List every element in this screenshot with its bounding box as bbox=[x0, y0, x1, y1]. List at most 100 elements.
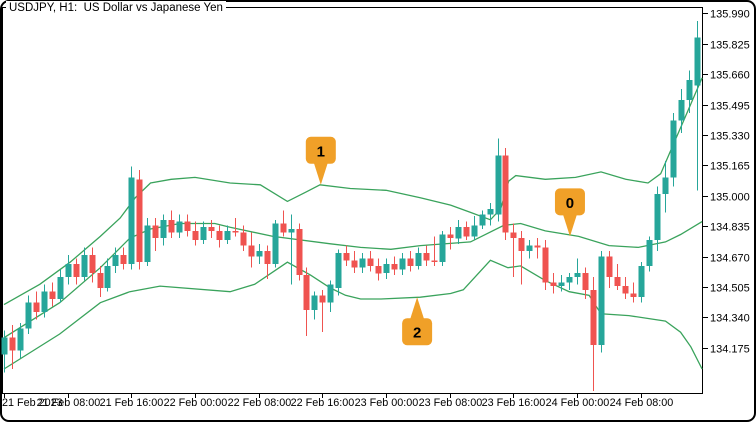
time-tick-label: 22 Feb 00:00 bbox=[164, 397, 228, 409]
plot-border bbox=[2, 7, 703, 394]
time-tick-label: 22 Feb 16:00 bbox=[291, 397, 355, 409]
candle bbox=[232, 218, 239, 237]
price-tick-label: 134.670 bbox=[710, 253, 750, 265]
candle-body bbox=[160, 219, 167, 239]
candle bbox=[327, 280, 334, 312]
candle bbox=[574, 258, 581, 285]
candle bbox=[104, 258, 111, 292]
candle-body bbox=[216, 230, 223, 241]
candle-body bbox=[534, 245, 541, 248]
candle-body bbox=[558, 282, 565, 287]
candle bbox=[662, 160, 669, 213]
candle bbox=[296, 223, 303, 281]
candle-body bbox=[447, 234, 454, 239]
candle bbox=[534, 238, 541, 259]
candle bbox=[383, 258, 390, 279]
candle-body bbox=[439, 234, 446, 263]
candle-body bbox=[423, 253, 430, 261]
candle bbox=[65, 254, 72, 285]
candle bbox=[550, 273, 557, 294]
time-tick-label: 21 Feb 2023 bbox=[2, 397, 63, 409]
candle-body bbox=[359, 258, 366, 268]
candle bbox=[447, 227, 454, 250]
candle-body bbox=[136, 179, 143, 263]
time-tick-label: 23 Feb 00:00 bbox=[355, 397, 419, 409]
candle bbox=[391, 256, 398, 276]
candle bbox=[439, 230, 446, 266]
candle-body bbox=[455, 227, 462, 239]
candle bbox=[487, 203, 494, 226]
candle bbox=[598, 251, 605, 353]
candle-body bbox=[351, 260, 358, 268]
candle-body bbox=[495, 155, 502, 215]
candle-body bbox=[176, 221, 183, 233]
candle bbox=[57, 269, 64, 303]
time-tick-label: 23 Feb 08:00 bbox=[419, 397, 483, 409]
bollinger-middle-band-line bbox=[3, 221, 703, 339]
candle-body bbox=[296, 229, 303, 276]
marker-pointer-up-icon bbox=[410, 297, 425, 320]
candle bbox=[542, 240, 549, 290]
candle-body bbox=[240, 232, 247, 246]
candle-body bbox=[638, 265, 645, 298]
candle-body bbox=[518, 238, 525, 252]
candle-body bbox=[598, 256, 605, 346]
band-buffer-marker-2[interactable]: 2 bbox=[402, 297, 433, 346]
candle bbox=[1, 330, 8, 373]
candle bbox=[399, 253, 406, 276]
candle bbox=[168, 210, 175, 239]
candle bbox=[463, 221, 470, 241]
candle bbox=[89, 247, 96, 283]
marker-label: 2 bbox=[413, 325, 421, 342]
price-tick-label: 135.825 bbox=[710, 40, 750, 52]
candle bbox=[654, 186, 661, 252]
candle-body bbox=[280, 223, 287, 233]
candle-body bbox=[335, 253, 342, 288]
candle-body bbox=[232, 230, 239, 233]
candle bbox=[17, 323, 24, 358]
candle-body bbox=[367, 258, 374, 266]
price-tick-label: 135.660 bbox=[710, 70, 750, 82]
price-tick-label: 135.165 bbox=[710, 161, 750, 173]
candle bbox=[455, 219, 462, 244]
candle-body bbox=[542, 247, 549, 283]
candle-body bbox=[1, 337, 8, 355]
candle-body bbox=[184, 221, 191, 231]
candle bbox=[590, 276, 597, 392]
candle-body bbox=[128, 177, 135, 264]
candle-body bbox=[471, 225, 478, 237]
candle-body bbox=[112, 254, 119, 266]
candle bbox=[25, 295, 32, 334]
candle bbox=[638, 262, 645, 303]
chart-plot-area[interactable] bbox=[2, 7, 702, 393]
candle-body bbox=[622, 286, 629, 294]
candle-body bbox=[614, 276, 621, 287]
candle-body bbox=[327, 284, 334, 303]
band-buffer-marker-0[interactable]: 0 bbox=[554, 188, 585, 237]
candle-body bbox=[654, 194, 661, 241]
price-tick-label: 134.835 bbox=[710, 222, 750, 234]
candle-body bbox=[9, 337, 16, 351]
candle-body bbox=[407, 258, 414, 266]
candle bbox=[192, 221, 199, 246]
candle bbox=[375, 258, 382, 281]
candle-body bbox=[479, 214, 486, 226]
marker-box bbox=[402, 318, 433, 346]
candle-body bbox=[49, 291, 56, 300]
candle-body bbox=[630, 293, 637, 298]
band-buffer-marker-1[interactable]: 1 bbox=[305, 136, 336, 185]
candle-body bbox=[57, 276, 64, 299]
candle-body bbox=[582, 273, 589, 290]
candle bbox=[120, 247, 127, 270]
candle-body bbox=[678, 100, 685, 121]
candle-body bbox=[686, 79, 693, 101]
candle-body bbox=[200, 227, 207, 241]
time-tick-label: 23 Feb 16:00 bbox=[482, 397, 546, 409]
candle-body bbox=[264, 251, 271, 264]
candle-body bbox=[510, 232, 517, 239]
candle bbox=[49, 282, 56, 307]
candle bbox=[160, 214, 167, 246]
candle bbox=[184, 214, 191, 237]
time-tick-label: 24 Feb 08:00 bbox=[610, 397, 674, 409]
